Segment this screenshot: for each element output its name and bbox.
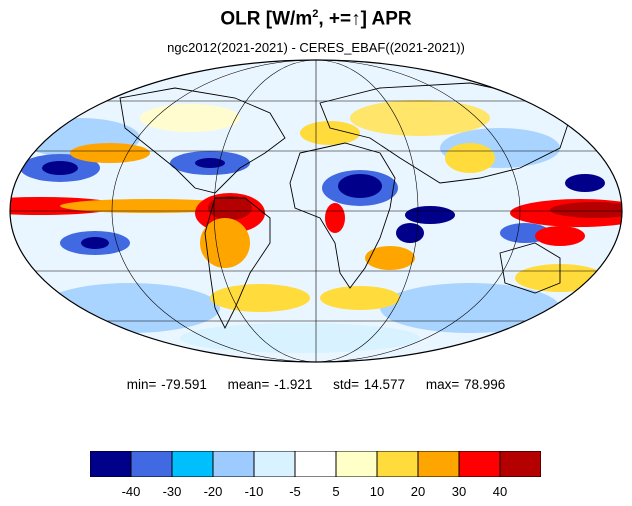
colorbar <box>90 451 541 477</box>
colorbar-swatch <box>213 451 254 477</box>
stat-max: max= 78.996 <box>426 377 505 392</box>
stat-min: min= -79.591 <box>127 377 207 392</box>
colorbar-swatch <box>336 451 377 477</box>
statistics-line: min= -79.591 mean= -1.921 std= 14.577 ma… <box>0 377 632 392</box>
map-subtitle: ngc2012(2021-2021) - CERES_EBAF((2021-20… <box>0 40 632 55</box>
colorbar-swatch <box>254 451 295 477</box>
colorbar-swatch <box>172 451 213 477</box>
world-map <box>0 58 632 368</box>
colorbar-label: 30 <box>452 484 466 499</box>
title-rest: , +=↑] APR <box>318 8 411 29</box>
colorbar-labels: -40 -30 -20 -10 -5 5 10 20 30 40 <box>0 484 632 502</box>
colorbar-label: -10 <box>245 484 264 499</box>
colorbar-label: 10 <box>370 484 384 499</box>
map-svg <box>0 58 632 368</box>
colorbar-label: -20 <box>204 484 223 499</box>
stat-std: std= 14.577 <box>333 377 405 392</box>
colorbar-label: -5 <box>289 484 301 499</box>
colorbar-swatch <box>459 451 500 477</box>
map-title: OLR [W/m2, +=↑] APR <box>0 8 632 30</box>
stat-mean: mean= -1.921 <box>228 377 313 392</box>
colorbar-label: -30 <box>163 484 182 499</box>
colorbar-label: 40 <box>493 484 507 499</box>
colorbar-swatch <box>295 451 336 477</box>
colorbar-swatch <box>500 451 541 477</box>
colorbar-swatch <box>377 451 418 477</box>
title-main: OLR [W/m <box>220 8 312 29</box>
colorbar-swatch <box>131 451 172 477</box>
colorbar-swatch <box>418 451 459 477</box>
colorbar-label: 5 <box>332 484 339 499</box>
colorbar-label: 20 <box>411 484 425 499</box>
colorbar-swatch <box>90 451 131 477</box>
colorbar-label: -40 <box>122 484 141 499</box>
